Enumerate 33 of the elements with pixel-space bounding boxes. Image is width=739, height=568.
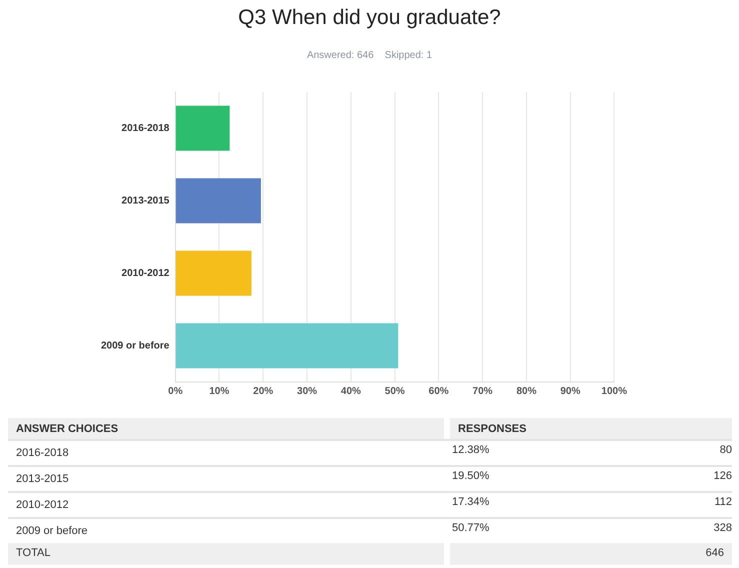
x-tick-label: 10%: [209, 386, 230, 397]
x-tick-label: 30%: [297, 386, 318, 397]
text: 50.77%: [452, 522, 490, 536]
x-tick-label: 20%: [253, 386, 274, 397]
x-tick-label: 50%: [384, 386, 405, 397]
text: RESPONSES: [444, 418, 732, 439]
text: 328: [714, 522, 732, 536]
category-label: 2009 or before: [16, 525, 88, 537]
category-label: 2016-2018: [16, 447, 69, 459]
y-tick-label: 2016-2018: [122, 123, 170, 134]
text: TOTAL: [15, 546, 52, 561]
y-tick-label: 2013-2015: [122, 196, 170, 206]
text: 17.34%: [452, 496, 490, 510]
x-tick-label: 80%: [516, 386, 537, 397]
category-label: 2013-2015: [16, 473, 69, 485]
text: 646: [444, 543, 732, 565]
chart-title: Q3 When did you graduate?: [237, 6, 502, 30]
x-tick-label: 90%: [560, 386, 580, 397]
y-tick-label: 2009 or before: [100, 340, 170, 352]
x-tick-label: 0%: [168, 386, 183, 397]
category-label: 2010-2012: [16, 499, 69, 511]
x-tick-label: 100%: [601, 386, 628, 397]
text: 126: [714, 470, 732, 484]
x-tick-label: 40%: [340, 386, 362, 397]
text: 12.38%: [452, 444, 490, 458]
x-tick-label: 60%: [428, 386, 449, 397]
y-tick-label: 2010-2012: [122, 268, 170, 279]
text: ANSWER CHOICES: [15, 422, 120, 437]
chart-subtitle: Answered: 646 Skipped: 1: [306, 50, 434, 61]
text: 112: [714, 496, 732, 510]
text: 19.50%: [452, 470, 490, 484]
text: 80: [720, 444, 732, 458]
x-tick-label: 70%: [472, 386, 493, 397]
